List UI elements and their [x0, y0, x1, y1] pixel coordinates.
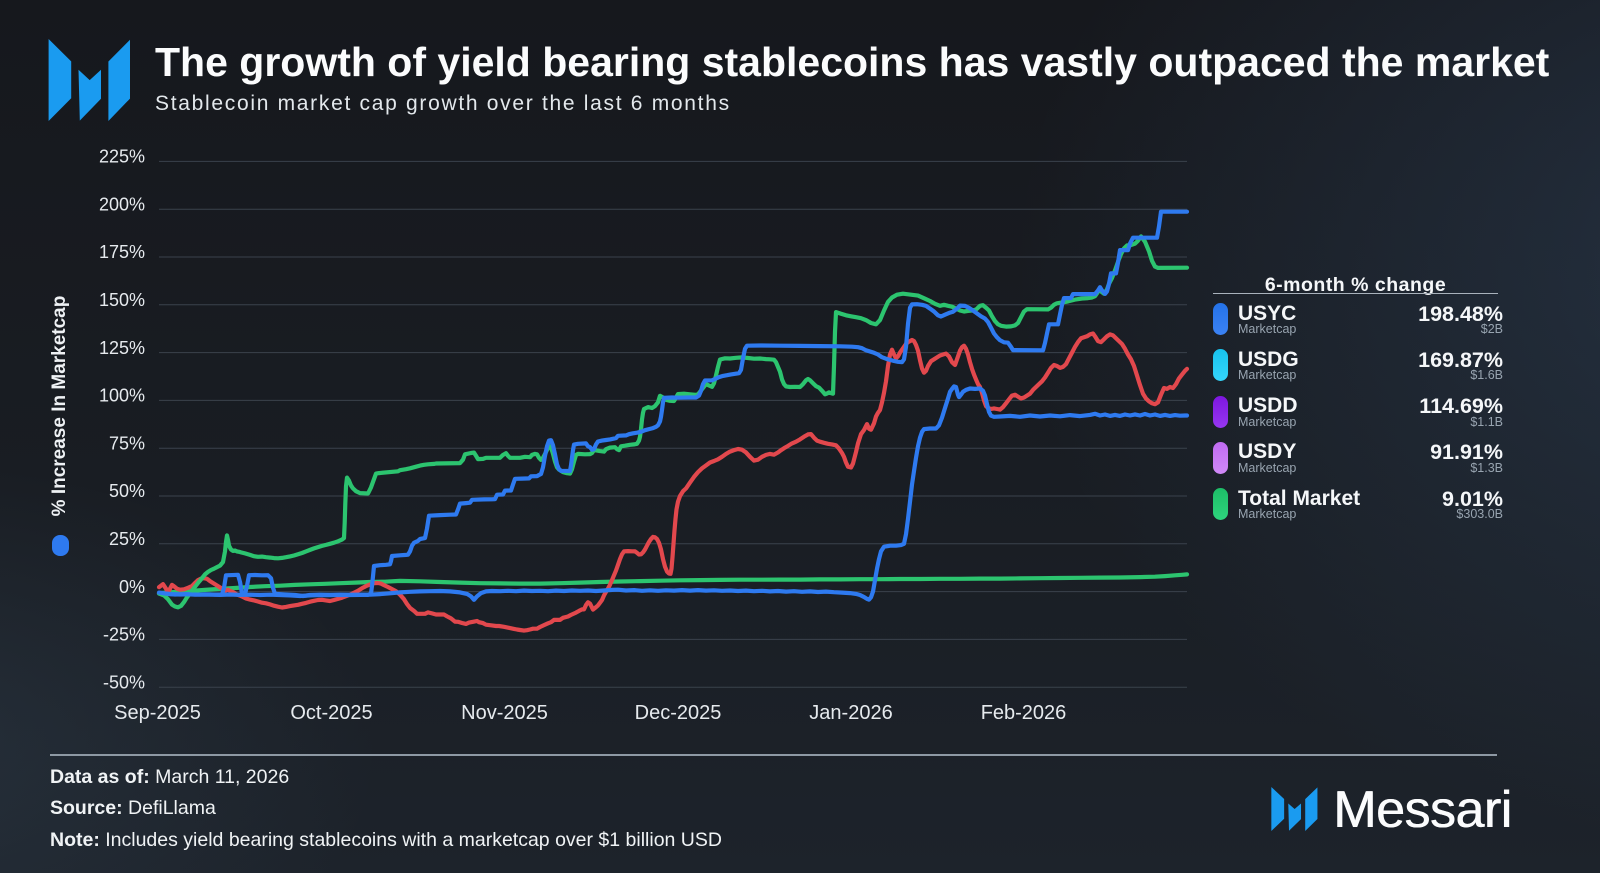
svg-text:Feb-2026: Feb-2026 — [981, 702, 1067, 724]
svg-text:150%: 150% — [99, 290, 145, 310]
svg-text:0%: 0% — [119, 577, 145, 597]
svg-text:Nov-2025: Nov-2025 — [461, 702, 548, 724]
svg-text:25%: 25% — [109, 529, 145, 549]
svg-text:Sep-2025: Sep-2025 — [114, 702, 201, 724]
svg-text:Oct-2025: Oct-2025 — [290, 702, 372, 724]
svg-text:50%: 50% — [109, 481, 145, 501]
svg-text:200%: 200% — [99, 194, 145, 214]
svg-text:-50%: -50% — [103, 672, 145, 692]
svg-text:100%: 100% — [99, 386, 145, 406]
svg-text:175%: 175% — [99, 242, 145, 262]
svg-text:75%: 75% — [109, 433, 145, 453]
svg-text:225%: 225% — [99, 147, 145, 167]
svg-text:125%: 125% — [99, 338, 145, 358]
svg-text:-25%: -25% — [103, 625, 145, 645]
svg-text:Dec-2025: Dec-2025 — [635, 702, 722, 724]
svg-text:Jan-2026: Jan-2026 — [809, 702, 892, 724]
